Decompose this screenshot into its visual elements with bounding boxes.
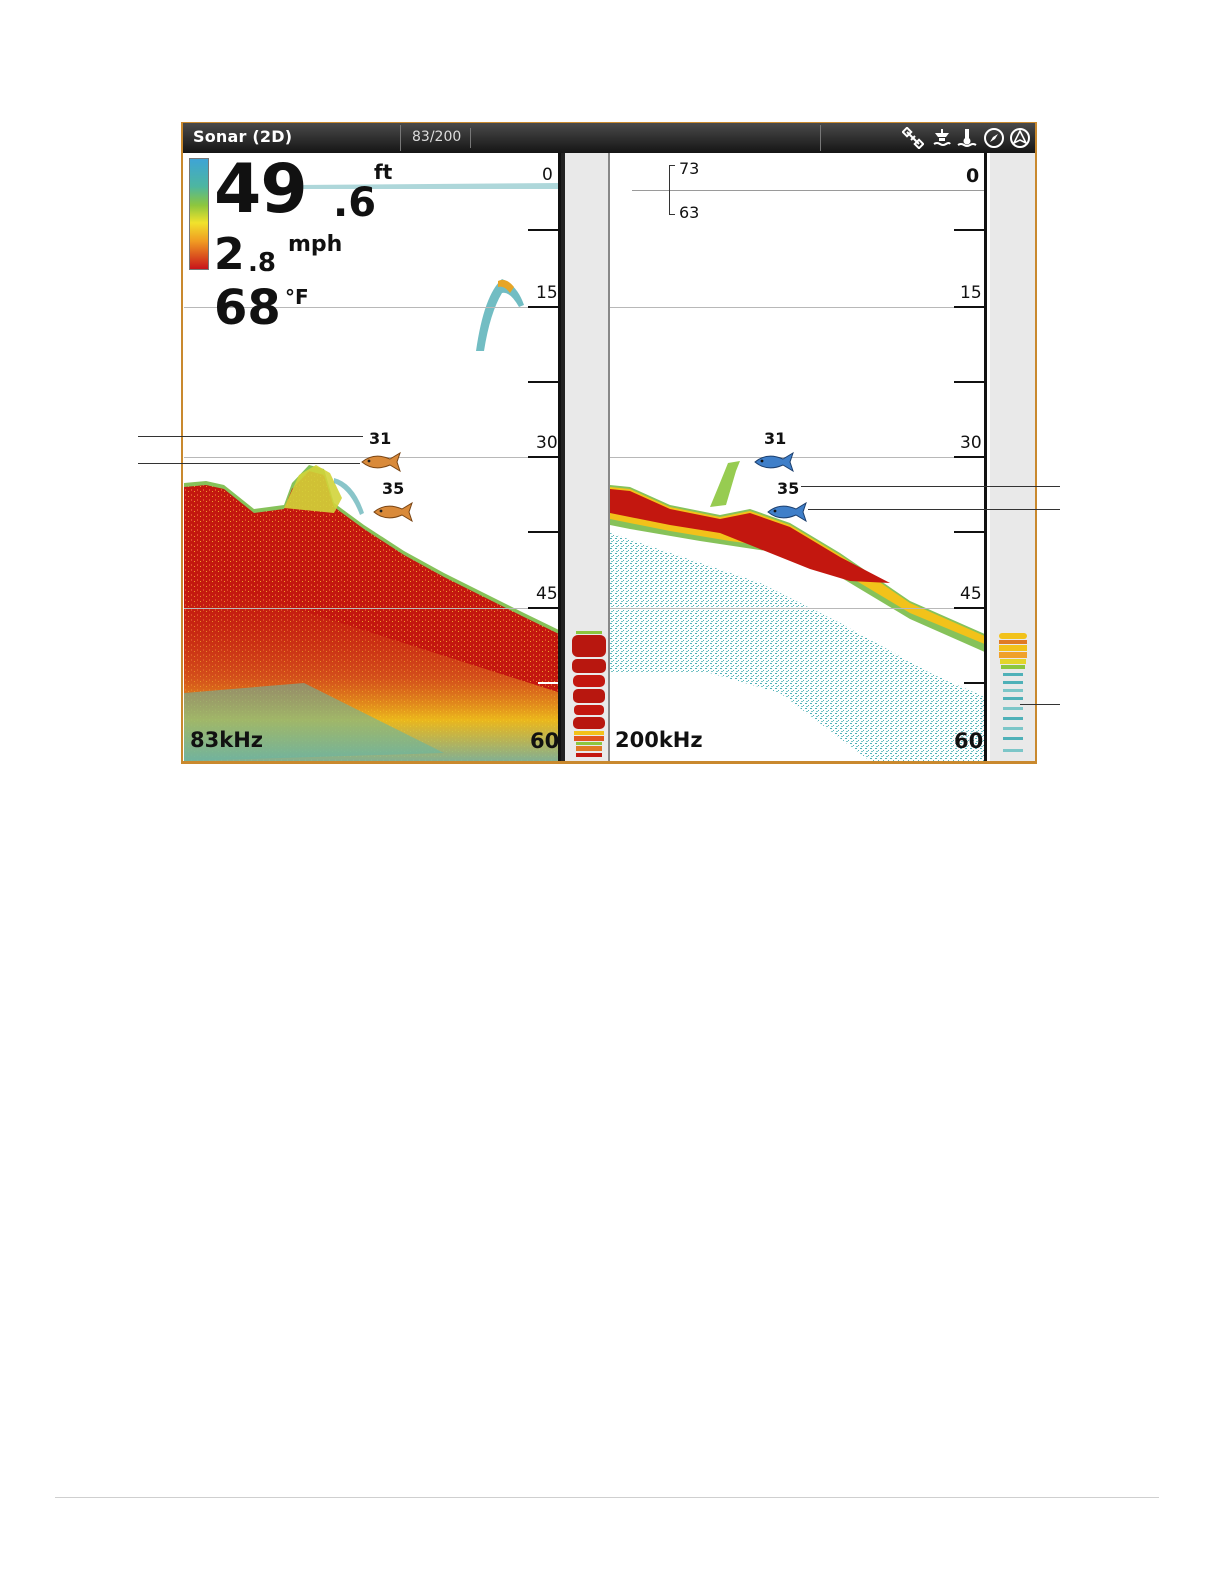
fish-depth-label: 35 <box>382 479 405 498</box>
fish-depth-label: 31 <box>369 429 392 448</box>
depth-label-0: 0 <box>542 165 553 185</box>
zoom-range-bottom: 63 <box>679 203 700 222</box>
a-scope-83khz <box>565 153 609 761</box>
speed-readout-decimal: .8 <box>248 248 276 278</box>
temperature-unit: °F <box>285 285 309 309</box>
a-scope-returns <box>999 633 1027 752</box>
depth-tick <box>528 456 560 458</box>
depth-tick <box>528 531 560 533</box>
fish-icon[interactable] <box>360 451 404 473</box>
fish-icon[interactable] <box>766 501 810 523</box>
depth-label-45: 45 <box>536 584 558 604</box>
zoom-bracket <box>669 214 675 215</box>
depth-label-60: 60 <box>954 729 984 753</box>
depth-gridline <box>184 608 561 609</box>
page-footer-rule <box>55 1497 1159 1498</box>
sonar-returns-83khz <box>184 183 561 761</box>
callout-line <box>1020 704 1060 705</box>
sonar-pane-200khz[interactable]: 73 63 0 15 30 45 60 200kHz 31 35 <box>610 153 987 761</box>
view-title[interactable]: Sonar (2D) <box>193 127 293 146</box>
sonar-pane-83khz[interactable]: 0 15 30 45 60 83kHz 31 35 <box>184 153 561 761</box>
depth-tick <box>528 306 560 308</box>
sonar-returns-200khz <box>610 461 987 761</box>
fish-icon[interactable] <box>372 501 416 523</box>
depth-gridline <box>184 307 561 308</box>
pane-divider <box>608 153 610 761</box>
depth-label-15: 15 <box>960 283 982 303</box>
temperature-readout: 68 <box>214 280 281 336</box>
title-divider <box>400 125 401 151</box>
depth-tick <box>538 682 558 684</box>
speed-unit: mph <box>288 232 343 257</box>
depth-readout-decimal: .6 <box>333 180 377 226</box>
depth-label-0: 0 <box>966 165 980 187</box>
depth-tick <box>954 456 986 458</box>
depth-label-60: 60 <box>530 729 560 753</box>
depth-label-30: 30 <box>536 433 558 453</box>
depth-readout: 49 <box>214 150 308 229</box>
zoom-range-top: 73 <box>679 159 700 178</box>
page-counter: 83/200 <box>412 129 462 145</box>
title-bar: Sonar (2D) 83/200 <box>183 123 1035 153</box>
depth-tick <box>954 306 986 308</box>
depth-label-15: 15 <box>536 283 558 303</box>
depth-tick <box>954 229 986 231</box>
depth-gridline <box>610 457 987 458</box>
a-scope-200khz <box>990 153 1035 761</box>
title-divider <box>470 128 471 148</box>
frequency-label: 200kHz <box>615 728 703 752</box>
depth-tick <box>964 682 984 684</box>
depth-tick <box>954 531 986 533</box>
depth-tick <box>528 229 560 231</box>
zoom-bracket <box>669 165 670 215</box>
gps-satellite-icon <box>902 127 924 149</box>
water-temp-icon <box>957 129 977 147</box>
depth-tick <box>954 381 986 383</box>
compass-icon[interactable] <box>983 127 1005 149</box>
depth-unit: ft <box>374 160 393 184</box>
callout-line <box>808 509 1060 510</box>
callout-line <box>138 463 360 464</box>
fish-depth-label: 35 <box>777 479 800 498</box>
zoom-bracket <box>669 165 675 166</box>
navigation-icon[interactable] <box>1009 127 1031 149</box>
pane-divider <box>561 153 565 761</box>
depth-tick <box>528 381 560 383</box>
frequency-label: 83kHz <box>190 728 263 752</box>
callout-line <box>138 436 363 437</box>
depth-tick <box>954 607 986 609</box>
transducer-icon <box>933 129 951 146</box>
zoom-range-line <box>632 190 987 191</box>
fish-icon[interactable] <box>753 451 797 473</box>
depth-gridline <box>610 307 987 308</box>
sensitivity-color-bar <box>189 158 209 270</box>
callout-line <box>801 486 1060 487</box>
depth-label-45: 45 <box>960 584 982 604</box>
speed-readout: 2 <box>214 229 245 280</box>
fish-depth-label: 31 <box>764 429 787 448</box>
title-divider <box>820 125 821 151</box>
depth-tick <box>528 607 560 609</box>
a-scope-returns <box>572 631 606 757</box>
depth-gridline <box>610 608 987 609</box>
depth-label-30: 30 <box>960 433 982 453</box>
